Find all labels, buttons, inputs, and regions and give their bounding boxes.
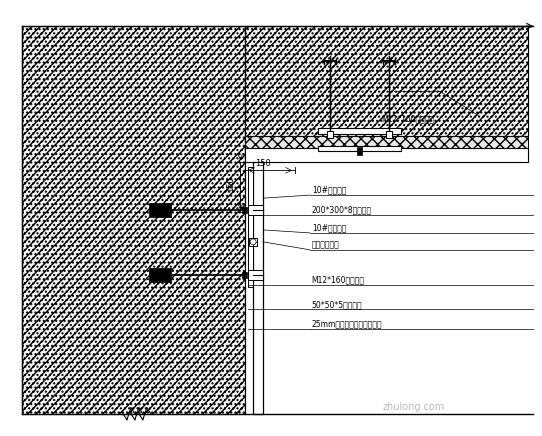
Text: 50*50*5镀锌角钢: 50*50*5镀锌角钢 — [312, 300, 363, 309]
Text: 200*300*8槽钢骨架: 200*300*8槽钢骨架 — [312, 205, 372, 215]
Bar — [318, 128, 401, 133]
Bar — [318, 146, 401, 151]
Text: 10#槽钢骨架: 10#槽钢骨架 — [312, 223, 346, 232]
Bar — [245, 136, 528, 148]
Text: 150: 150 — [226, 176, 235, 192]
Bar — [249, 238, 257, 246]
Text: 不锈钢干挂件: 不锈钢干挂件 — [312, 240, 339, 249]
Bar — [248, 205, 263, 215]
Bar — [149, 268, 171, 282]
Text: 25mm厚天然花岗岩装饰面板: 25mm厚天然花岗岩装饰面板 — [312, 320, 382, 329]
Bar — [242, 272, 247, 278]
Bar — [242, 207, 247, 213]
Bar — [357, 147, 363, 155]
Bar — [245, 26, 528, 136]
Bar — [248, 270, 263, 279]
Circle shape — [250, 239, 256, 245]
Bar — [22, 26, 245, 414]
Bar — [327, 130, 333, 137]
Text: 10#槽钢骨架: 10#槽钢骨架 — [312, 186, 346, 195]
Text: zhulong.com: zhulong.com — [383, 402, 445, 412]
Bar — [149, 203, 171, 217]
Text: 150: 150 — [255, 159, 271, 168]
Text: M12*160化学锚栓: M12*160化学锚栓 — [312, 275, 365, 284]
Bar — [248, 167, 253, 286]
Bar — [245, 148, 528, 162]
Text: M12*160化学锚栓: M12*160化学锚栓 — [381, 114, 434, 123]
Bar — [253, 162, 263, 414]
Bar — [386, 130, 392, 137]
Bar — [248, 205, 253, 279]
